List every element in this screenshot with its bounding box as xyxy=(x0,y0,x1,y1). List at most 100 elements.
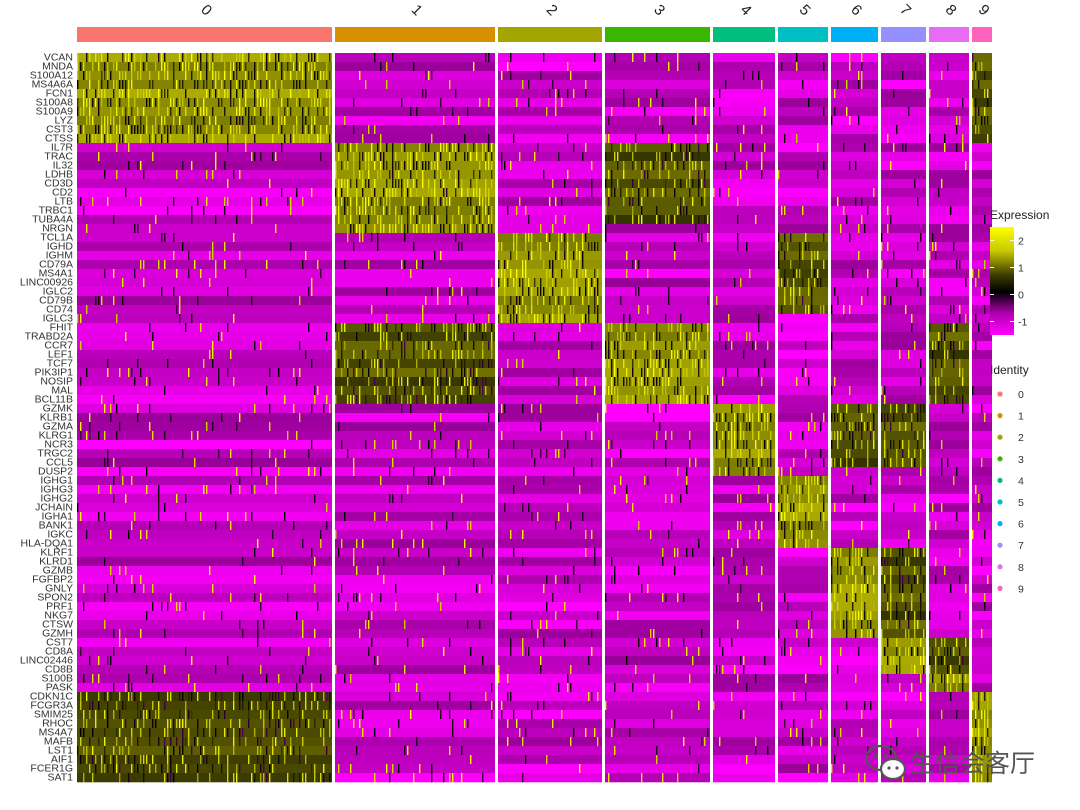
heat-row-9-TRGC2 xyxy=(972,449,992,459)
heat-cell xyxy=(737,125,739,135)
heat-cell xyxy=(555,575,557,585)
heat-row-4-CCL5 xyxy=(713,458,775,468)
heat-row-1-TUBA4A xyxy=(335,215,495,225)
heat-cell xyxy=(266,728,268,738)
heat-cell xyxy=(206,107,208,117)
heat-cell xyxy=(674,215,676,225)
heat-cell xyxy=(224,260,226,270)
heat-cell xyxy=(802,206,804,216)
heat-cell xyxy=(464,368,466,378)
heat-row-2-NOSIP xyxy=(498,377,602,387)
heat-cell xyxy=(899,584,901,594)
heat-cell xyxy=(858,548,860,558)
heat-cell xyxy=(644,332,646,342)
heat-cell xyxy=(164,53,166,63)
heat-cell xyxy=(808,539,810,549)
heat-cell xyxy=(941,224,943,234)
heat-cell xyxy=(959,611,961,621)
heat-cell xyxy=(104,125,106,135)
heat-cell xyxy=(107,125,109,135)
heat-cell xyxy=(811,494,813,504)
heat-row-8-LINC02446 xyxy=(929,656,969,666)
heat-cell xyxy=(674,548,676,558)
heat-cell xyxy=(128,62,130,72)
heat-row-7-CCL5 xyxy=(881,458,926,468)
heat-cell xyxy=(555,269,557,279)
heat-cell xyxy=(743,440,745,450)
heat-cell xyxy=(695,386,697,396)
heat-cell xyxy=(784,206,786,216)
identity-legend-dot-8 xyxy=(997,564,1003,570)
heat-cell xyxy=(567,62,569,72)
heat-row-9-NOSIP xyxy=(972,377,992,387)
heat-cell xyxy=(440,152,442,162)
heat-cell xyxy=(110,485,112,495)
heat-cell xyxy=(260,746,262,756)
heat-cell xyxy=(849,233,851,243)
heat-row-4-GZMH xyxy=(713,629,775,639)
heat-cell xyxy=(401,98,403,108)
heat-cell xyxy=(188,692,190,702)
heat-cell xyxy=(644,188,646,198)
heat-cell xyxy=(251,458,253,468)
heat-cell xyxy=(698,62,700,72)
heat-cell xyxy=(362,377,364,387)
heat-cell xyxy=(784,485,786,495)
heat-cell xyxy=(935,359,937,369)
heat-cell xyxy=(746,566,748,576)
heat-cell xyxy=(140,368,142,378)
heat-cell xyxy=(230,71,232,81)
heat-cell xyxy=(755,674,757,684)
heat-row-6-CDKN1C xyxy=(831,692,878,702)
heat-cell xyxy=(920,449,922,459)
heat-cell xyxy=(395,683,397,693)
heat-row-3-MAL xyxy=(605,386,710,396)
heat-cell xyxy=(134,584,136,594)
heat-cell xyxy=(467,395,469,405)
heat-row-6-TRGC2 xyxy=(831,449,878,459)
heat-row-2-S100A8 xyxy=(498,98,602,108)
heat-cell xyxy=(137,71,139,81)
heat-cell xyxy=(623,170,625,180)
heat-cell xyxy=(269,179,271,189)
identity-legend-dot-3 xyxy=(997,456,1003,462)
heat-cell xyxy=(638,188,640,198)
heat-cell xyxy=(920,359,922,369)
heat-cell xyxy=(689,170,691,180)
heat-cell xyxy=(519,305,521,315)
heat-cell xyxy=(173,80,175,90)
heat-cell xyxy=(567,233,569,243)
heat-cell xyxy=(677,206,679,216)
heat-cell xyxy=(911,269,913,279)
heat-cell xyxy=(638,305,640,315)
heat-cell xyxy=(104,134,106,144)
heat-cell xyxy=(155,719,157,729)
heat-row-6-KLRG1 xyxy=(831,431,878,441)
gene-label: FGFBP2 xyxy=(32,574,73,586)
heat-cell xyxy=(540,287,542,297)
heat-cell xyxy=(188,737,190,747)
heat-cell xyxy=(296,611,298,621)
heat-cell xyxy=(884,296,886,306)
heat-cell xyxy=(698,368,700,378)
heat-cell xyxy=(125,719,127,729)
heat-row-4-HLA-DQA1 xyxy=(713,539,775,549)
heat-row-3-CD3D xyxy=(605,179,710,189)
heat-cell xyxy=(275,152,277,162)
heat-cell xyxy=(107,692,109,702)
heat-cell xyxy=(239,62,241,72)
heat-cell xyxy=(686,350,688,360)
cluster-separator xyxy=(602,53,605,782)
heat-cell xyxy=(260,80,262,90)
heat-cell xyxy=(585,278,587,288)
heat-cell xyxy=(653,341,655,351)
heat-cell xyxy=(356,188,358,198)
heat-cell xyxy=(510,530,512,540)
heat-cell xyxy=(95,134,97,144)
heat-cell xyxy=(128,53,130,63)
heat-cell xyxy=(552,260,554,270)
heat-cell xyxy=(746,440,748,450)
heat-row-7-SPON2 xyxy=(881,593,926,603)
heat-row-4-IGLC2 xyxy=(713,287,775,297)
heat-row-2-JCHAIN xyxy=(498,503,602,513)
